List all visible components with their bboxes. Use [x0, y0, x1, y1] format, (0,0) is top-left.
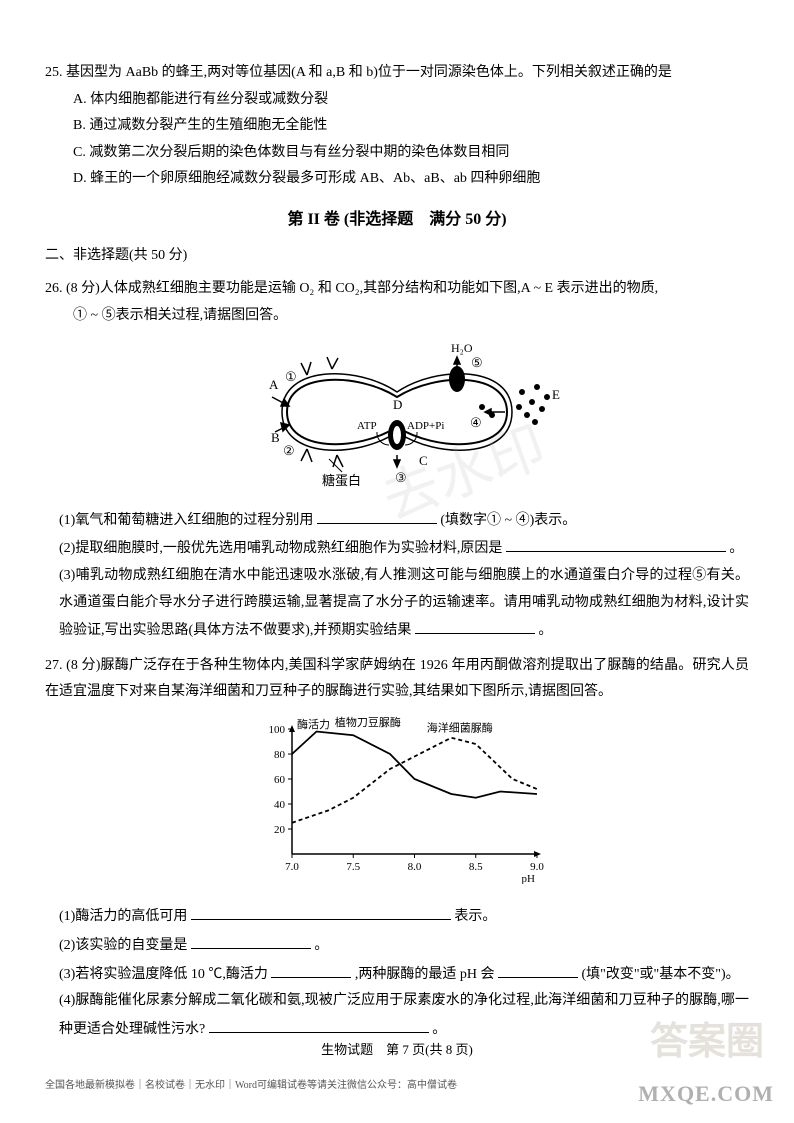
q27-stem: 27. (8 分)脲酶广泛存在于各种生物体内,美国科学家萨姆纳在 1926 年用…: [45, 653, 749, 706]
q25-option-c: C. 减数第二次分裂后期的染色体数目与有丝分裂中期的染色体数目相同: [45, 140, 749, 167]
q27-p3a: (3)若将实验温度降低 10 ℃,酶活力: [59, 967, 268, 982]
q26-figure: A B C D E H₂O ATP ADP+Pi 糖蛋白 ① ② ③ ④ ⑤: [45, 337, 749, 498]
label-h2o: H₂O: [451, 341, 473, 355]
watermark-logo: MXQE.COM: [638, 1073, 774, 1115]
q26-p2: (2)提取细胞膜时,一般优先选用哺乳动物成熟红细胞作为实验材料,原因是 。: [45, 534, 749, 563]
q27-p4: (4)脲酶能催化尿素分解成二氧化碳和氨,现被广泛应用于尿素废水的净化过程,此海洋…: [45, 988, 749, 1043]
blank: [415, 616, 535, 634]
blank: [191, 931, 311, 949]
q27-p4b: 。: [432, 1022, 446, 1037]
svg-text:7.0: 7.0: [285, 861, 299, 873]
svg-text:40: 40: [274, 799, 286, 811]
svg-text:9.0: 9.0: [530, 861, 544, 873]
question-26: 26. (8 分)人体成熟红细胞主要功能是运输 O₂ 和 CO₂,其部分结构和功…: [45, 276, 749, 645]
q25-option-a: A. 体内细胞都能进行有丝分裂或减数分裂: [45, 87, 749, 114]
q27-p3: (3)若将实验温度降低 10 ℃,酶活力 ,两种脲酶的最适 pH 会 (填"改变…: [45, 960, 749, 989]
q27-p3c: (填"改变"或"基本不变")。: [581, 967, 739, 982]
q26-p3b: 。: [538, 623, 552, 638]
circ-1: ①: [285, 369, 297, 384]
q27-p1a: (1)酶活力的高低可用: [59, 909, 187, 924]
q27-p2: (2)该实验的自变量是 。: [45, 931, 749, 960]
label-C: C: [419, 453, 428, 468]
label-atp: ATP: [357, 420, 377, 432]
q25-option-d: D. 蜂王的一个卵原细胞经减数分裂最多可形成 AB、Ab、aB、ab 四种卵细胞: [45, 166, 749, 193]
circ-4: ④: [470, 415, 482, 430]
svg-text:植物刀豆脲酶: 植物刀豆脲酶: [335, 715, 401, 729]
svg-text:7.5: 7.5: [346, 861, 360, 873]
svg-text:8.5: 8.5: [469, 861, 483, 873]
section-2-subtitle: 二、非选择题(共 50 分): [45, 243, 749, 270]
circ-3: ③: [395, 470, 407, 485]
q26-p2a: (2)提取细胞膜时,一般优先选用哺乳动物成熟红细胞作为实验材料,原因是: [59, 541, 502, 556]
blank: [271, 960, 351, 978]
svg-text:60: 60: [274, 774, 286, 786]
svg-text:80: 80: [274, 749, 286, 761]
q27-p3b: ,两种脲酶的最适 pH 会: [355, 967, 495, 982]
label-A: A: [269, 377, 279, 392]
svg-text:酶活力: 酶活力: [297, 718, 330, 731]
section-2-title: 第 II 卷 (非选择题 满分 50 分): [45, 205, 749, 235]
blank: [191, 902, 451, 920]
blank: [498, 960, 578, 978]
svg-text:pH: pH: [522, 873, 536, 884]
q26-p1b: (填数字① ~ ④)表示。: [440, 513, 576, 528]
label-adp: ADP+Pi: [407, 420, 444, 432]
q27-p2b: 。: [314, 938, 328, 953]
q26-stem-b: ① ~ ⑤表示相关过程,请据图回答。: [45, 303, 749, 330]
q27-p1: (1)酶活力的高低可用 表示。: [45, 902, 749, 931]
q27-p2a: (2)该实验的自变量是: [59, 938, 187, 953]
question-25: 25. 基因型为 AaBb 的蜂王,两对等位基因(A 和 a,B 和 b)位于一…: [45, 60, 749, 193]
blank: [506, 534, 726, 552]
watermark-answer: 答案圈: [650, 1006, 764, 1078]
q25-option-b: B. 通过减数分裂产生的生殖细胞无全能性: [45, 113, 749, 140]
blank: [209, 1015, 429, 1033]
svg-text:100: 100: [269, 724, 286, 736]
q26-p3: (3)哺乳动物成熟红细胞在清水中能迅速吸水涨破,有人推测这可能与细胞膜上的水通道…: [45, 563, 749, 645]
footer-tiny: 全国各地最新模拟卷｜名校试卷｜无水印｜Word可编辑试卷等请关注微信公众号：高中…: [45, 1076, 457, 1095]
circ-5: ⑤: [471, 355, 483, 370]
svg-text:8.0: 8.0: [408, 861, 422, 873]
q26-p2b: 。: [729, 541, 743, 556]
blank: [317, 506, 437, 524]
circ-2: ②: [283, 443, 295, 458]
q26-p1: (1)氧气和葡萄糖进入红细胞的过程分别用 (填数字① ~ ④)表示。: [45, 506, 749, 535]
label-E: E: [552, 387, 560, 402]
q27-p1b: 表示。: [454, 909, 496, 924]
q26-p1a: (1)氧气和葡萄糖进入红细胞的过程分别用: [59, 513, 313, 528]
label-D: D: [393, 397, 402, 412]
q25-stem: 25. 基因型为 AaBb 的蜂王,两对等位基因(A 和 a,B 和 b)位于一…: [45, 60, 749, 87]
question-27: 27. (8 分)脲酶广泛存在于各种生物体内,美国科学家萨姆纳在 1926 年用…: [45, 653, 749, 1044]
q26-stem-a: 26. (8 分)人体成熟红细胞主要功能是运输 O₂ 和 CO₂,其部分结构和功…: [45, 276, 749, 303]
svg-text:海洋细菌脲酶: 海洋细菌脲酶: [427, 720, 493, 734]
label-gp: 糖蛋白: [322, 473, 361, 487]
q26-p3a: (3)哺乳动物成熟红细胞在清水中能迅速吸水涨破,有人推测这可能与细胞膜上的水通道…: [59, 568, 749, 638]
q27-chart: 20 40 60 80 100 7.0 7.5 8.0 8.5 9.0 酶活力 pH 植物刀豆脲酶 海洋细…: [45, 714, 749, 895]
label-B: B: [271, 430, 280, 445]
svg-text:20: 20: [274, 824, 286, 836]
